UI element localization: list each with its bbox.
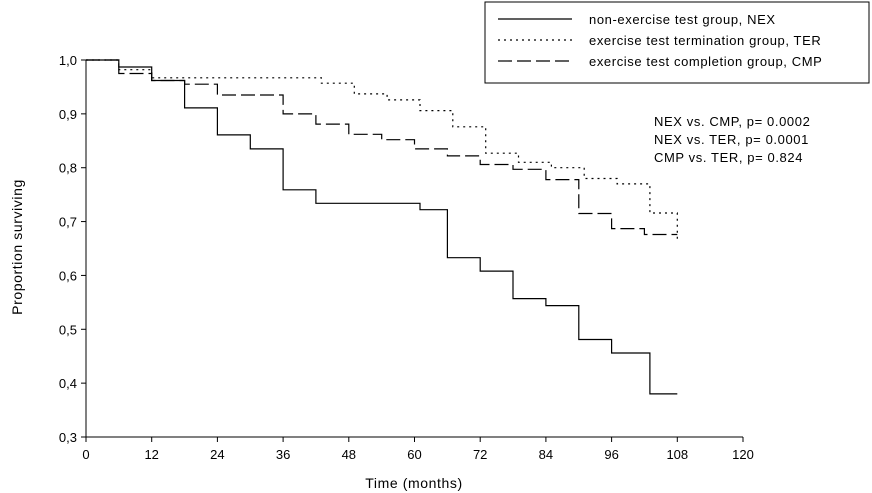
x-tick-label: 120 bbox=[732, 447, 754, 462]
x-tick-label: 12 bbox=[144, 447, 158, 462]
y-axis-ticks: 0,3 0,4 0,5 0,6 0,7 0,8 0,9 1,0 bbox=[59, 53, 86, 445]
y-tick-label: 0,6 bbox=[59, 268, 77, 283]
y-tick-label: 0,7 bbox=[59, 215, 77, 230]
y-tick-label: 0,9 bbox=[59, 107, 77, 122]
y-tick-label: 0,8 bbox=[59, 161, 77, 176]
y-tick-label: 0,5 bbox=[59, 322, 77, 337]
series-line-dotted bbox=[86, 59, 678, 240]
series-lines bbox=[86, 59, 678, 395]
x-axis-ticks: 0 12 24 36 48 60 72 84 96 108 120 bbox=[82, 437, 754, 462]
p-value-annotations: NEX vs. CMP, p= 0.0002 NEX vs. TER, p= 0.… bbox=[654, 114, 810, 165]
y-tick-label: 0,4 bbox=[59, 376, 77, 391]
x-tick-label: 72 bbox=[473, 447, 487, 462]
x-tick-label: 48 bbox=[342, 447, 356, 462]
x-tick-label: 60 bbox=[407, 447, 421, 462]
x-tick-label: 84 bbox=[539, 447, 553, 462]
y-axis-title: Proportion surviving bbox=[9, 179, 25, 315]
x-tick-label: 108 bbox=[666, 447, 688, 462]
legend: non-exercise test group, NEX exercise tes… bbox=[484, 1, 870, 84]
x-tick-label: 36 bbox=[276, 447, 290, 462]
x-tick-label: 0 bbox=[82, 447, 89, 462]
series-line-dashed bbox=[86, 59, 678, 236]
p-value-annotation: NEX vs. CMP, p= 0.0002 bbox=[654, 114, 810, 129]
p-value-annotation: CMP vs. TER, p= 0.824 bbox=[654, 150, 803, 165]
axes bbox=[85, 60, 743, 438]
x-axis-title: Time (months) bbox=[365, 475, 463, 491]
legend-label: exercise test termination group, TER bbox=[589, 33, 821, 48]
x-tick-label: 24 bbox=[210, 447, 224, 462]
legend-label: non-exercise test group, NEX bbox=[589, 12, 776, 27]
legend-label: exercise test completion group, CMP bbox=[589, 54, 822, 69]
y-tick-label: 1,0 bbox=[59, 53, 77, 68]
p-value-annotation: NEX vs. TER, p= 0.0001 bbox=[654, 132, 809, 147]
x-tick-label: 96 bbox=[604, 447, 618, 462]
series-line-solid bbox=[86, 59, 678, 395]
legend-box bbox=[484, 1, 870, 84]
y-tick-label: 0,3 bbox=[59, 430, 77, 445]
